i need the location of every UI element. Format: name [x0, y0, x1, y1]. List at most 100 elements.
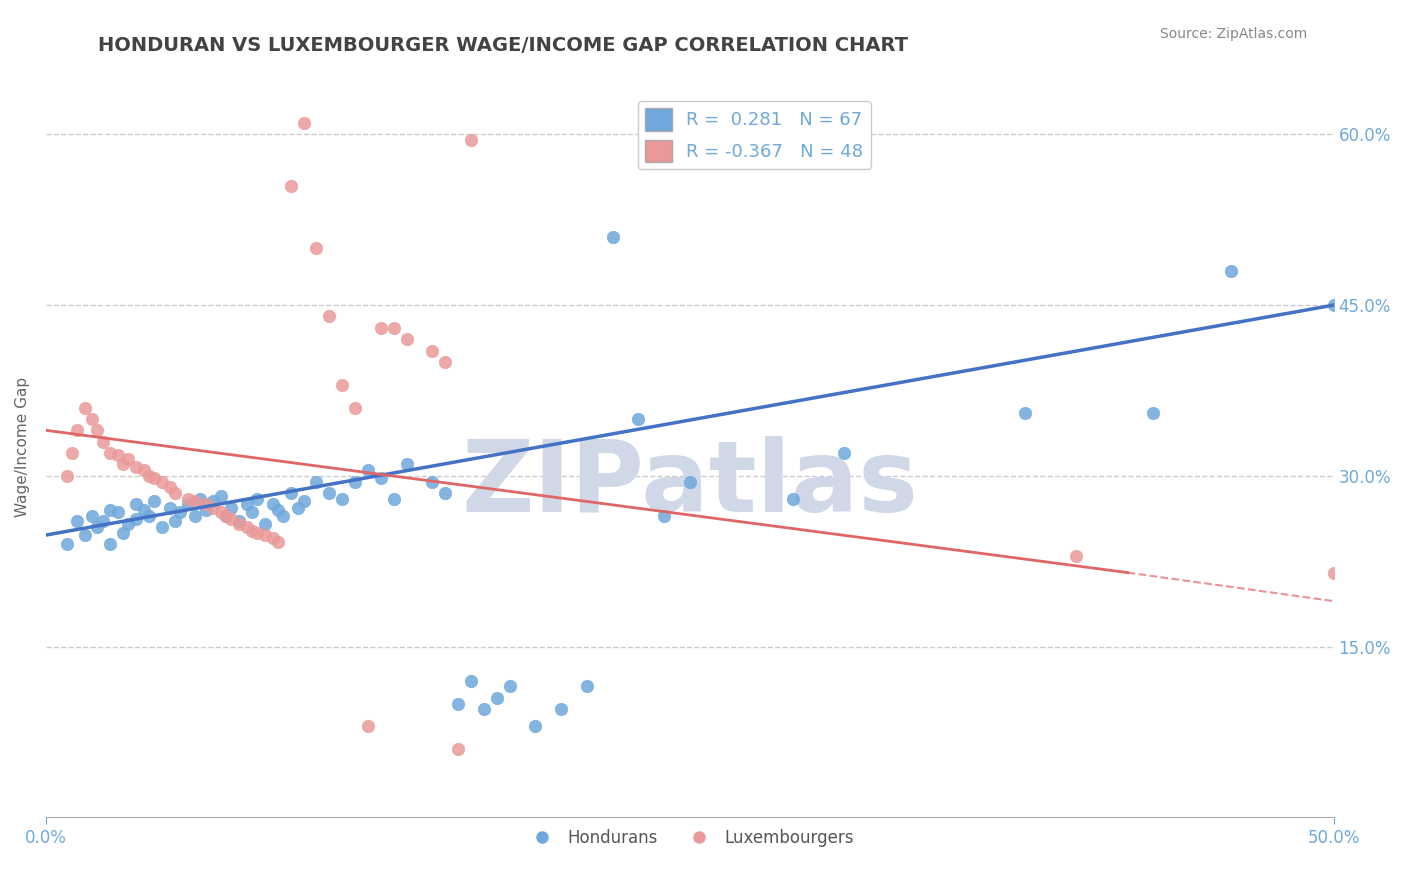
Text: Source: ZipAtlas.com: Source: ZipAtlas.com: [1160, 27, 1308, 41]
Point: [163, 515, 186, 529]
Point: [343, 401, 366, 415]
Point: [60, 446, 83, 460]
Point: [627, 412, 650, 426]
Point: [117, 516, 139, 531]
Point: [55, 468, 77, 483]
Point: [125, 459, 148, 474]
Point: [194, 497, 217, 511]
Point: [292, 116, 315, 130]
Text: ZIPatlas: ZIPatlas: [461, 436, 918, 533]
Point: [150, 475, 173, 489]
Point: [782, 491, 804, 506]
Point: [524, 719, 547, 733]
Point: [184, 494, 207, 508]
Point: [1142, 406, 1164, 420]
Point: [382, 491, 405, 506]
Point: [66, 515, 89, 529]
Point: [159, 500, 181, 515]
Point: [132, 503, 155, 517]
Point: [107, 505, 129, 519]
Point: [73, 401, 96, 415]
Point: [357, 719, 380, 733]
Point: [253, 528, 276, 542]
Point: [159, 480, 181, 494]
Point: [107, 449, 129, 463]
Point: [1323, 298, 1346, 312]
Point: [215, 508, 238, 523]
Point: [447, 697, 470, 711]
Point: [117, 451, 139, 466]
Point: [91, 434, 114, 449]
Point: [834, 446, 856, 460]
Point: [143, 494, 166, 508]
Point: [280, 178, 302, 193]
Point: [262, 497, 284, 511]
Point: [485, 690, 508, 705]
Point: [1014, 406, 1036, 420]
Point: [190, 491, 212, 506]
Point: [150, 520, 173, 534]
Text: HONDURAN VS LUXEMBOURGER WAGE/INCOME GAP CORRELATION CHART: HONDURAN VS LUXEMBOURGER WAGE/INCOME GAP…: [98, 36, 908, 54]
Point: [246, 491, 269, 506]
Point: [91, 515, 114, 529]
Point: [163, 486, 186, 500]
Point: [460, 133, 482, 147]
Point: [280, 486, 302, 500]
Point: [209, 489, 232, 503]
Point: [652, 508, 675, 523]
Point: [575, 680, 598, 694]
Point: [215, 508, 238, 523]
Point: [209, 505, 232, 519]
Point: [98, 537, 121, 551]
Point: [434, 355, 457, 369]
Point: [1064, 549, 1087, 563]
Point: [82, 412, 104, 426]
Point: [98, 503, 121, 517]
Point: [169, 505, 191, 519]
Point: [240, 524, 263, 538]
Point: [1219, 264, 1241, 278]
Point: [292, 494, 315, 508]
Point: [382, 321, 405, 335]
Point: [246, 525, 269, 540]
Point: [98, 446, 121, 460]
Point: [125, 497, 148, 511]
Point: [330, 491, 353, 506]
Point: [82, 508, 104, 523]
Point: [86, 520, 108, 534]
Point: [236, 520, 259, 534]
Point: [125, 512, 148, 526]
Point: [370, 321, 392, 335]
Point: [460, 673, 482, 688]
Point: [318, 486, 340, 500]
Point: [434, 486, 457, 500]
Point: [112, 458, 135, 472]
Point: [176, 491, 198, 506]
Point: [202, 500, 225, 515]
Point: [86, 423, 108, 437]
Point: [343, 475, 366, 489]
Point: [194, 503, 217, 517]
Point: [132, 463, 155, 477]
Point: [228, 516, 250, 531]
Point: [228, 515, 250, 529]
Point: [447, 742, 470, 756]
Point: [202, 494, 225, 508]
Point: [395, 332, 418, 346]
Point: [271, 508, 294, 523]
Point: [138, 468, 160, 483]
Point: [221, 500, 243, 515]
Point: [176, 497, 198, 511]
Point: [267, 534, 290, 549]
Point: [370, 471, 392, 485]
Point: [184, 508, 207, 523]
Point: [262, 532, 284, 546]
Y-axis label: Wage/Income Gap: Wage/Income Gap: [15, 377, 30, 517]
Point: [143, 471, 166, 485]
Point: [55, 537, 77, 551]
Point: [330, 377, 353, 392]
Point: [253, 516, 276, 531]
Point: [287, 500, 309, 515]
Point: [112, 525, 135, 540]
Point: [472, 702, 495, 716]
